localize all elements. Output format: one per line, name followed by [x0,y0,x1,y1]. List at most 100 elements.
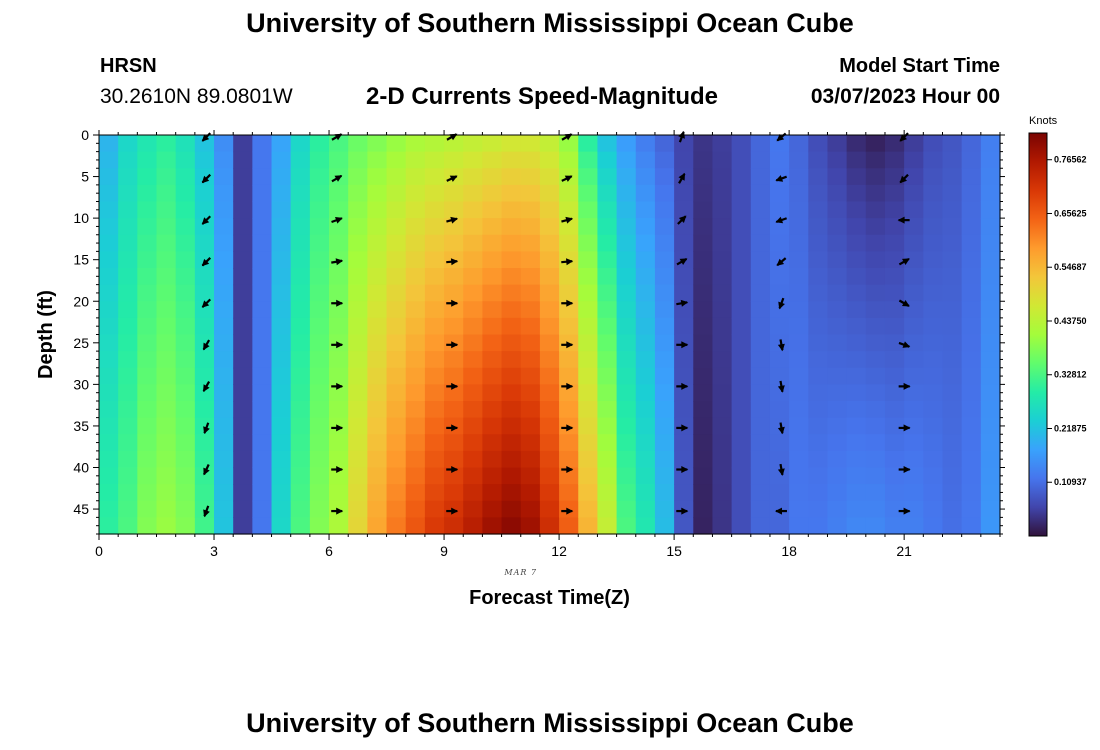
heatmap-cell [712,301,733,319]
heatmap-cell [175,268,196,286]
heatmap-cell [175,367,196,385]
heatmap-cell [156,201,177,219]
heatmap-cell [539,218,560,236]
heatmap-cell [290,284,311,302]
heatmap-cell [252,218,273,236]
heatmap-cell [616,434,637,452]
heatmap-cell [386,168,407,186]
heatmap-cell [693,367,714,385]
heatmap-cell [99,384,119,402]
current-vector [676,466,689,473]
heatmap-cell [942,284,963,302]
heatmap-cell [827,168,848,186]
heatmap-cell [789,417,809,435]
heatmap-cell [252,384,273,402]
heatmap-cell [846,135,867,153]
heatmap-cell [827,218,848,236]
heatmap-cell [175,517,196,535]
heatmap-cell [99,218,119,236]
current-vector [201,215,212,225]
heatmap-cell [961,334,982,352]
heatmap-cell [942,251,963,269]
heatmap-cell [904,268,924,286]
heatmap-cell [520,384,541,402]
heatmap-cell [482,401,503,419]
y-tick-label: 10 [73,210,89,226]
heatmap-cell [252,301,273,319]
heatmap-cell [405,168,426,186]
heatmap-cell [904,168,924,186]
heatmap-cell [578,484,599,502]
heatmap-cell [329,218,349,236]
heatmap-cell [348,151,368,169]
heatmap-cell [731,367,752,385]
heatmap-cell [156,334,177,352]
heatmap-cell [444,268,464,286]
heatmap-cell [424,268,445,286]
heatmap-cell [712,234,733,252]
heatmap-cell [904,434,924,452]
heatmap-cell [156,517,177,535]
heatmap-cell [233,384,253,402]
heatmap-cell [674,434,694,452]
heatmap-cell [309,351,330,369]
heatmap-cell [731,517,752,535]
current-vector [201,173,212,184]
heatmap-cell [444,301,464,319]
heatmap-cell [118,301,138,319]
heatmap-cell [329,384,349,402]
current-vector [331,258,344,266]
heatmap-cell [635,500,656,518]
heatmap-cell [309,218,330,236]
heatmap-cell [137,168,158,186]
heatmap-cell [827,334,848,352]
heatmap-cell [578,251,599,269]
heatmap-cell [175,284,196,302]
heatmap-cell [942,384,963,402]
heatmap-cell [156,234,177,252]
heatmap-cell [118,517,138,535]
heatmap-cell [271,234,292,252]
current-vector [898,341,911,348]
heatmap-cell [693,401,714,419]
heatmap-cell [99,301,119,319]
heatmap-cell [424,284,445,302]
current-vector [899,132,909,142]
y-axis-label: Depth (ft) [35,290,57,379]
heatmap-cell [156,500,177,518]
heatmap-cell [348,401,368,419]
heatmap-cell [654,317,675,336]
heatmap-cell [846,218,867,236]
heatmap-cell [367,184,388,203]
heatmap-cell [271,401,292,419]
heatmap-cell [367,500,388,518]
current-vector [446,507,459,515]
heatmap-cell [789,334,809,352]
heatmap-cell [99,268,119,286]
heatmap-cell [405,201,426,219]
heatmap-cell [99,367,119,385]
heatmap-cell [252,135,273,153]
heatmap-cell [539,517,560,535]
heatmap-cell [539,467,560,485]
heatmap-cell [386,450,407,469]
heatmap-cell [118,384,138,402]
heatmap-cell [501,234,522,252]
heatmap-cell [750,151,771,169]
y-tick-label: 45 [73,501,89,517]
heatmap-cell [769,268,790,286]
heatmap-cell [884,450,905,469]
heatmap-cell [309,251,330,269]
current-vector [777,422,785,435]
heatmap-cell [271,500,292,518]
heatmap-cell [597,201,618,219]
heatmap-cell [635,218,656,236]
heatmap-cell [367,251,388,269]
page-title: University of Southern Mississippi Ocean… [246,8,854,38]
heatmap-cell [424,434,445,452]
heatmap-cell [424,384,445,402]
heatmap-cell [271,168,292,186]
heatmap-cell [290,168,311,186]
heatmap-cell [290,334,311,352]
heatmap-cell [904,201,924,219]
